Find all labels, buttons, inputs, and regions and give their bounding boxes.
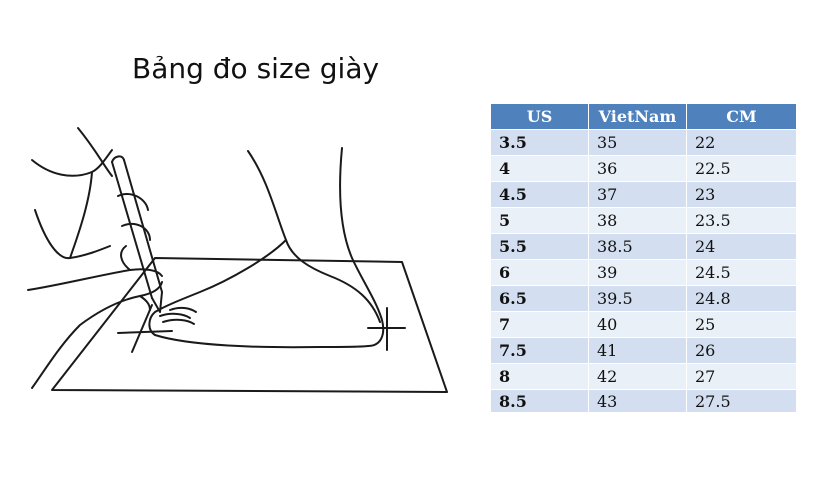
size-table: US VietNam CM 3.5 35 22 4 36 22.5 4.5 37… <box>490 103 797 413</box>
cell-us: 5.5 <box>490 233 589 260</box>
table-row: 8.5 43 27.5 <box>490 389 797 413</box>
cell-us: 6 <box>490 259 589 286</box>
cell-us: 4.5 <box>490 181 589 208</box>
cell-us: 6.5 <box>490 285 589 312</box>
table-header-row: US VietNam CM <box>490 103 797 130</box>
table-row: 7.5 41 26 <box>490 337 797 364</box>
cell-vietnam: 39.5 <box>588 285 687 312</box>
column-header-vietnam: VietNam <box>588 103 687 130</box>
cell-cm: 24.8 <box>686 285 797 312</box>
cell-vietnam: 41 <box>588 337 687 364</box>
column-header-us: US <box>490 103 589 130</box>
cell-vietnam: 38 <box>588 207 687 234</box>
cell-vietnam: 36 <box>588 155 687 182</box>
cell-vietnam: 43 <box>588 389 687 413</box>
cell-vietnam: 38.5 <box>588 233 687 260</box>
table-row: 6.5 39.5 24.8 <box>490 285 797 312</box>
cell-vietnam: 40 <box>588 311 687 338</box>
cell-cm: 23 <box>686 181 797 208</box>
page-title: Bảng đo size giày <box>132 52 380 85</box>
cell-cm: 23.5 <box>686 207 797 234</box>
table-row: 5 38 23.5 <box>490 207 797 234</box>
cell-cm: 27 <box>686 363 797 390</box>
cell-cm: 24 <box>686 233 797 260</box>
cell-cm: 24.5 <box>686 259 797 286</box>
cell-cm: 25 <box>686 311 797 338</box>
table-row: 5.5 38.5 24 <box>490 233 797 260</box>
cell-vietnam: 42 <box>588 363 687 390</box>
cell-vietnam: 39 <box>588 259 687 286</box>
cell-us: 7.5 <box>490 337 589 364</box>
table-row: 7 40 25 <box>490 311 797 338</box>
cell-us: 8.5 <box>490 389 589 413</box>
foot-measurement-drawing <box>27 127 448 393</box>
cell-vietnam: 37 <box>588 181 687 208</box>
cell-us: 8 <box>490 363 589 390</box>
cell-us: 7 <box>490 311 589 338</box>
cell-cm: 22.5 <box>686 155 797 182</box>
cell-us: 3.5 <box>490 129 589 156</box>
table-row: 4 36 22.5 <box>490 155 797 182</box>
table-row: 4.5 37 23 <box>490 181 797 208</box>
table-row: 3.5 35 22 <box>490 129 797 156</box>
column-header-cm: CM <box>686 103 797 130</box>
cell-vietnam: 35 <box>588 129 687 156</box>
table-row: 6 39 24.5 <box>490 259 797 286</box>
cell-cm: 26 <box>686 337 797 364</box>
cell-us: 5 <box>490 207 589 234</box>
cell-us: 4 <box>490 155 589 182</box>
table-row: 8 42 27 <box>490 363 797 390</box>
cell-cm: 27.5 <box>686 389 797 413</box>
cell-cm: 22 <box>686 129 797 156</box>
